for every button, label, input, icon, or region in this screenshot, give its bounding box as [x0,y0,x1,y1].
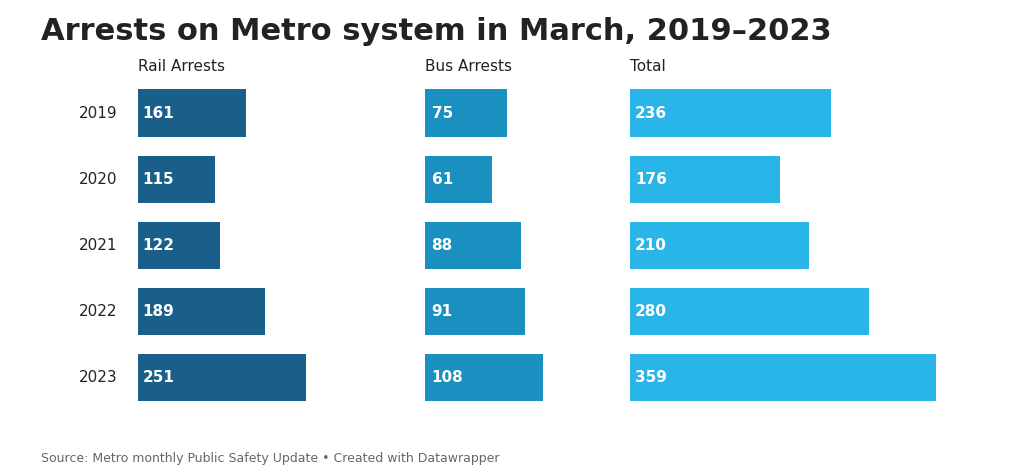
Text: Source: Metro monthly Public Safety Update • Created with Datawrapper: Source: Metro monthly Public Safety Upda… [41,452,500,465]
Bar [425,156,492,203]
Text: 2023: 2023 [79,370,118,385]
Text: Rail Arrests: Rail Arrests [138,59,225,74]
Bar [138,354,306,401]
Text: 176: 176 [635,172,667,187]
Bar [630,288,868,335]
Bar [630,222,809,269]
Text: 2022: 2022 [79,304,118,319]
Text: 189: 189 [142,304,174,319]
Text: 91: 91 [431,304,453,319]
Text: Arrests on Metro system in March, 2019–2023: Arrests on Metro system in March, 2019–2… [41,17,831,45]
Text: 2020: 2020 [79,172,118,187]
Text: 2019: 2019 [79,106,118,121]
Text: 161: 161 [142,106,174,121]
Text: 2021: 2021 [79,238,118,253]
Text: 280: 280 [635,304,667,319]
Text: 236: 236 [635,106,667,121]
Bar [425,222,521,269]
Text: 88: 88 [431,238,453,253]
Text: Bus Arrests: Bus Arrests [425,59,512,74]
Text: 115: 115 [142,172,174,187]
Text: 251: 251 [142,370,174,385]
Bar [138,156,215,203]
Bar [630,354,936,401]
Bar [630,156,780,203]
Text: 210: 210 [635,238,667,253]
Text: 359: 359 [635,370,667,385]
Text: 75: 75 [431,106,453,121]
Text: 108: 108 [431,370,463,385]
Text: 61: 61 [431,172,453,187]
Bar [138,222,220,269]
Bar [425,354,543,401]
Bar [425,90,507,137]
Bar [138,288,264,335]
Text: Total: Total [630,59,666,74]
Bar [425,288,524,335]
Bar [630,90,831,137]
Text: 122: 122 [142,238,174,253]
Bar [138,90,246,137]
